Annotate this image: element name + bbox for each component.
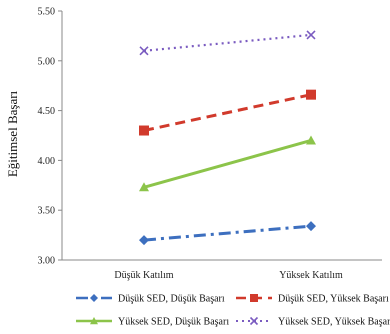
marker-stroke [249, 316, 259, 326]
data-point [139, 182, 149, 192]
data-point [306, 221, 316, 232]
series-3 [139, 135, 316, 192]
axes [58, 10, 382, 261]
legend-item: Yüksek SED, Yüksek Başarı [236, 317, 390, 328]
x-tick-labels: Düşük Katılım Yüksek Katılım [114, 270, 343, 281]
data-point [306, 89, 316, 100]
y-tick-label: 5.00 [38, 56, 56, 67]
y-tick-labels: 3.00 3.50 4.00 4.50 5.00 5.50 [38, 7, 56, 267]
y-tick-label: 3.50 [38, 206, 56, 217]
legend-marker [90, 317, 98, 325]
marker-stroke [306, 30, 316, 40]
series-2 [139, 89, 316, 136]
y-tick-label: 4.50 [38, 106, 56, 117]
legend-item: Düşük SED, Düşük Başarı [76, 294, 225, 305]
legend-label: Yüksek SED, Yüksek Başarı [278, 317, 390, 328]
series-line [143, 93, 312, 132]
series-4 [139, 30, 316, 56]
marker-stroke [139, 46, 149, 56]
series-line [143, 33, 312, 52]
data-point [306, 135, 316, 145]
y-tick-label: 4.00 [38, 156, 56, 167]
data-point [139, 46, 149, 56]
x-tick-label: Düşük Katılım [114, 270, 173, 281]
legend-item: Yüksek SED, Düşük Başarı [76, 317, 229, 328]
y-axis-label: Eğitimsel Başarı [5, 90, 20, 177]
data-point [306, 30, 316, 40]
legend-item: Düşük SED, Yüksek Başarı [236, 294, 389, 305]
x-tick-label: Yüksek Katılım [279, 270, 343, 281]
series-line [143, 224, 312, 242]
y-tick-label: 5.50 [38, 7, 56, 18]
legend-label: Düşük SED, Yüksek Başarı [278, 294, 389, 305]
legend: Düşük SED, Düşük Başarı Düşük SED, Yüksek… [76, 294, 390, 328]
legend-marker [249, 316, 259, 326]
series-1 [139, 221, 316, 246]
legend-label: Düşük SED, Düşük Başarı [118, 294, 225, 305]
y-tick-label: 3.00 [38, 256, 56, 267]
legend-marker [90, 294, 98, 302]
legend-marker [250, 294, 258, 302]
series-lines [139, 30, 316, 246]
legend-label: Yüksek SED, Düşük Başarı [118, 317, 229, 328]
data-point [139, 235, 149, 246]
data-point [139, 125, 149, 136]
series-line [143, 139, 312, 189]
